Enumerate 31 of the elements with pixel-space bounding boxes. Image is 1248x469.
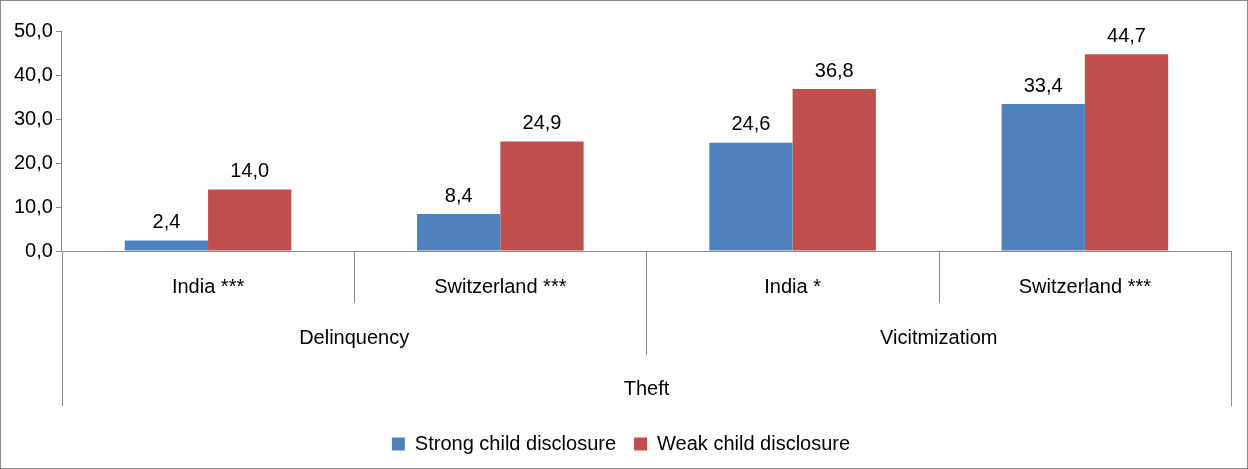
bar [709, 142, 793, 251]
y-tick-label: 0,0 [25, 238, 53, 261]
bar [1084, 54, 1169, 251]
y-tick-label: 50,0 [13, 18, 53, 41]
data-label: 44,7 [1107, 23, 1146, 46]
data-label: 2,4 [152, 209, 181, 232]
bar [417, 214, 501, 251]
bar [500, 141, 584, 251]
x-tick-label: Switzerland *** [1018, 274, 1152, 297]
data-label: 14,0 [230, 158, 270, 181]
data-label: 24,6 [731, 112, 771, 135]
bar [124, 240, 209, 251]
data-label: 8,4 [444, 183, 473, 206]
legend-label: Strong child disclosure [414, 431, 617, 454]
text: Delinquency [299, 325, 410, 348]
x-tick-label: India *** [171, 274, 245, 297]
y-tick-label: 10,0 [13, 194, 53, 217]
text: Vicitmizatiom [880, 325, 998, 348]
bar [792, 89, 876, 251]
legend-label: Weak child disclosure [657, 431, 851, 454]
x-tick-label: Switzerland *** [434, 274, 567, 297]
y-tick-label: 20,0 [13, 150, 53, 173]
x-axis-title: Theft [623, 376, 670, 399]
y-tick-label: 30,0 [13, 106, 53, 129]
bar [1001, 104, 1085, 251]
y-tick-label: 40,0 [13, 62, 53, 85]
bar [208, 189, 292, 251]
x-tick-label: India * [764, 274, 822, 297]
data-label: 33,4 [1023, 73, 1063, 96]
data-label: 36,8 [814, 58, 854, 81]
data-label: 24,9 [522, 110, 562, 133]
